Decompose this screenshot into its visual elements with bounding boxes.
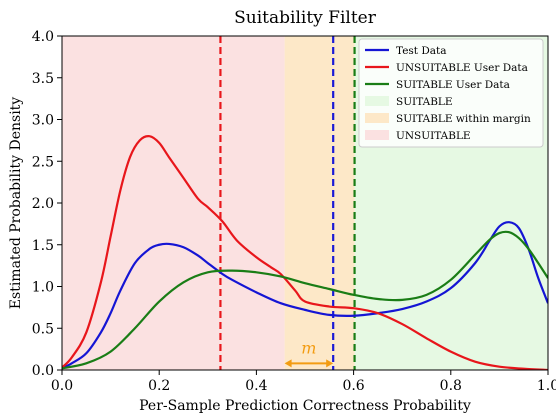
- margin-annotation: m: [284, 338, 334, 368]
- legend-swatch-5: [365, 130, 389, 140]
- x-axis: 0.0 0.2 0.4 0.6 0.8 1.0: [51, 370, 556, 394]
- legend-box: [358, 38, 544, 148]
- x-tick-label: 1.0: [537, 378, 556, 394]
- x-tick-label: 0.0: [51, 378, 73, 394]
- x-tick-label: 0.8: [440, 378, 462, 394]
- region-1: [284, 36, 355, 370]
- series-line-0: [62, 221, 548, 370]
- y-tick-label: 3.0: [32, 113, 54, 129]
- margin-arrow-right: [326, 359, 334, 368]
- x-tick-label: 0.2: [148, 378, 170, 394]
- legend-label-2: SUITABLE User Data: [396, 79, 510, 91]
- y-tick-label: 4.0: [32, 29, 54, 45]
- legend: Test Data UNSUITABLE User Data SUITABLE Us…: [358, 38, 544, 148]
- y-tick-label: 3.5: [32, 71, 54, 87]
- y-axis-label: Estimated Probability Density: [8, 97, 24, 309]
- legend-swatch-3: [365, 96, 389, 106]
- y-tick-label: 1.0: [32, 280, 54, 296]
- margin-label: m: [301, 338, 316, 357]
- y-tick-label: 2.0: [32, 196, 54, 212]
- x-tick-label: 0.6: [342, 378, 364, 394]
- margin-arrow-left: [284, 359, 292, 368]
- legend-label-0: Test Data: [396, 45, 447, 57]
- x-tick-label: 0.4: [245, 378, 267, 394]
- legend-swatch-4: [365, 113, 389, 123]
- x-axis-label: Per-Sample Prediction Correctness Probab…: [139, 398, 471, 414]
- y-tick-label: 1.5: [32, 238, 54, 254]
- legend-label-1: UNSUITABLE User Data: [396, 62, 528, 74]
- series-line-1: [62, 135, 548, 370]
- legend-label-3: SUITABLE: [396, 96, 453, 108]
- chart-title: Suitability Filter: [234, 8, 377, 28]
- series-lines: [62, 135, 548, 370]
- y-tick-label: 0.0: [32, 363, 54, 379]
- legend-label-5: UNSUITABLE: [396, 130, 471, 142]
- legend-label-4: SUITABLE within margin: [396, 113, 531, 125]
- series-line-2: [62, 230, 548, 370]
- region-2: [62, 36, 285, 370]
- y-axis: 0.0 0.5 1.0 1.5 2.0 2.5 3.0 3.5 4.0: [32, 29, 62, 379]
- y-tick-label: 2.5: [32, 154, 54, 170]
- y-tick-label: 0.5: [32, 321, 54, 337]
